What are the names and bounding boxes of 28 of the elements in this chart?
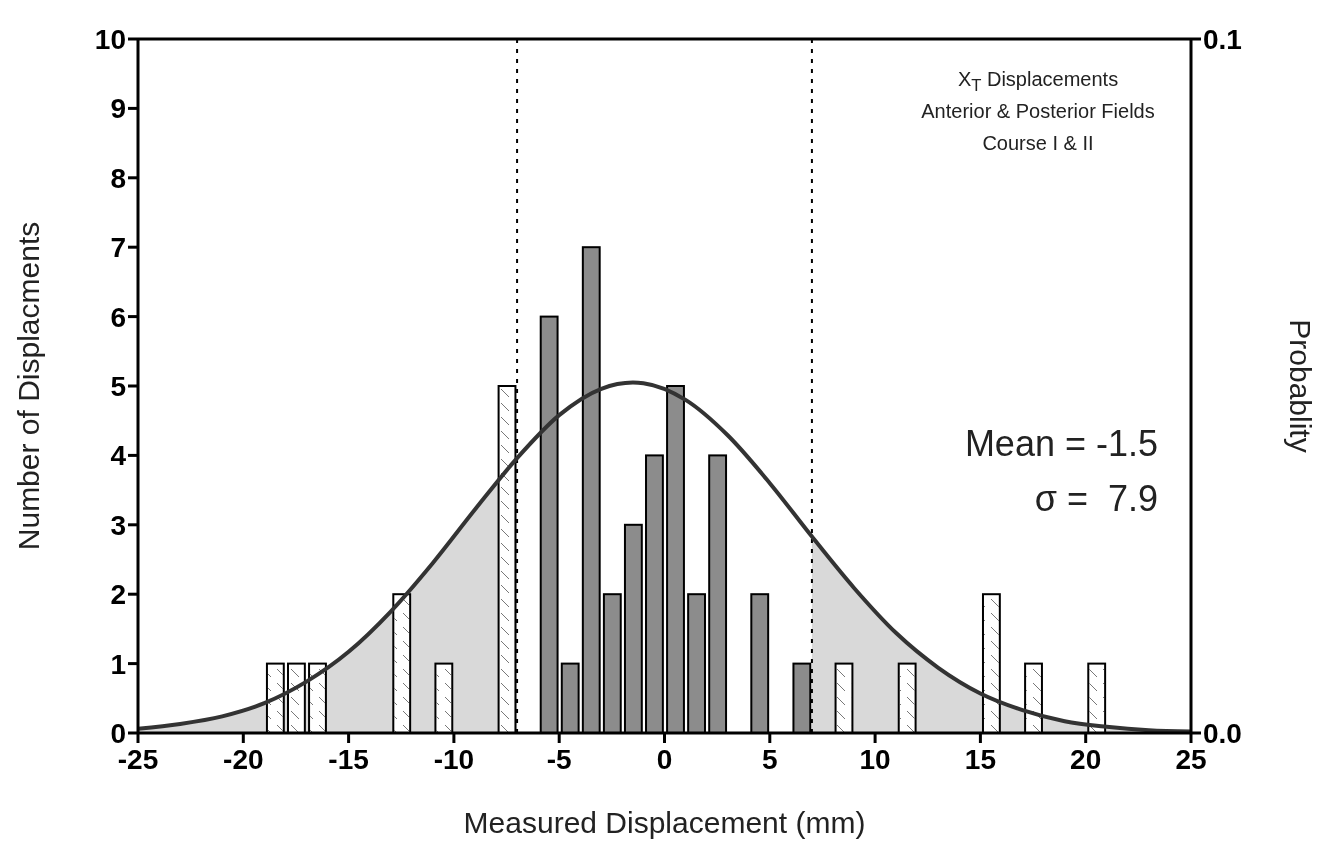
annotation: σ = 7.9 [1033,478,1158,520]
y-tick-label: 2 [110,579,126,611]
annotation: Course I & II [981,132,1095,155]
x-tick-label: -10 [433,743,475,775]
x-tick-label: 20 [1070,743,1102,775]
x-tick-label: 15 [964,743,996,775]
y-tick-label: 9 [110,93,126,125]
y2-axis-title: Probablity [1284,319,1318,453]
y-tick-label: 5 [110,370,126,402]
y-tick-label: 6 [110,301,126,333]
y-tick-label: 7 [110,232,126,264]
x-axis-title: Measured Displacement (mm) [463,806,866,839]
annotation: Mean = -1.5 [963,423,1158,465]
y-axis-title: Number of Displacments [11,221,45,551]
y-tick-label: 1 [110,648,126,680]
x-tick-label: -5 [546,743,572,775]
y-tick-label: 3 [110,509,126,541]
annotation: Anterior & Posterior Fields [920,100,1156,123]
y-tick-label: 8 [110,162,126,194]
y2-tick-label: 0.1 [1203,23,1242,55]
y-tick-label: 10 [94,23,126,55]
x-tick-label: 5 [762,743,778,775]
y-tick-label: 4 [110,440,127,472]
x-tick-label: -15 [328,743,369,775]
annotation: X$_{T}$ Displacements [956,68,1120,96]
x-tick-label: -20 [223,743,264,775]
x-tick-label: 0 [656,743,673,775]
x-tick-label: 10 [859,743,891,775]
